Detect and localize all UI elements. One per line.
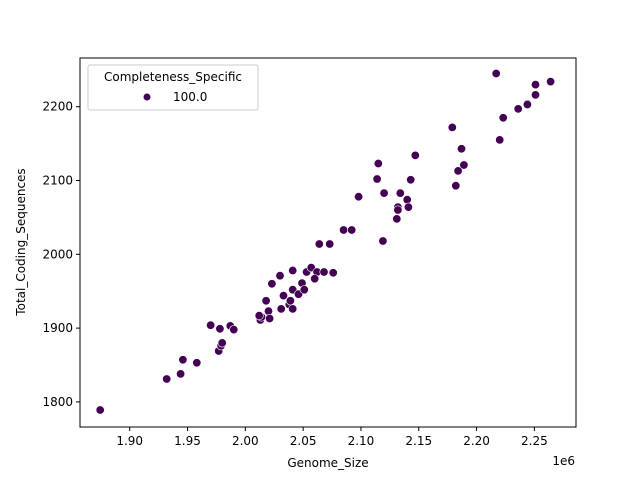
data-point: [373, 159, 383, 169]
data-point: [310, 274, 320, 284]
data-point: [372, 174, 382, 184]
data-point: [402, 195, 412, 205]
data-point: [406, 175, 416, 185]
data-point: [263, 306, 273, 316]
legend-entry-label: 100.0: [173, 90, 207, 104]
data-point: [354, 192, 364, 202]
y-axis-label: Total_Coding_Sequences: [14, 168, 28, 316]
data-point: [513, 104, 523, 114]
data-point: [339, 225, 349, 235]
x-tick-label: 1.95: [174, 434, 201, 448]
x-tick-label: 2.00: [232, 434, 259, 448]
data-point: [347, 225, 357, 235]
data-point: [254, 311, 264, 321]
data-point: [392, 214, 402, 224]
data-point: [546, 77, 556, 87]
data-point: [229, 325, 239, 335]
data-point: [403, 202, 413, 212]
data-point: [276, 304, 286, 314]
legend-title: Completeness_Specific: [104, 70, 242, 84]
data-point: [278, 291, 288, 301]
data-point: [530, 80, 540, 90]
data-point: [265, 313, 275, 323]
x-tick-label: 2.10: [348, 434, 375, 448]
x-tick-label: 2.25: [521, 434, 548, 448]
x-tick-label: 2.05: [290, 434, 317, 448]
plot-frame: [79, 57, 577, 428]
data-point: [314, 239, 324, 249]
legend-box: [87, 64, 259, 111]
data-point: [328, 268, 338, 278]
legend: Completeness_Specific 100.0: [87, 64, 259, 111]
y-tick-label: 1900: [42, 321, 73, 335]
x-tick-label: 2.20: [463, 434, 490, 448]
data-point: [319, 267, 329, 277]
data-point: [530, 90, 540, 100]
data-point: [379, 188, 389, 198]
data-point: [267, 279, 277, 289]
x-axis-ticks: 1.90 1.95 2.00 2.05 2.10 2.15 2.20 2.25: [116, 427, 548, 448]
data-point: [453, 166, 463, 176]
y-tick-label: 2200: [42, 100, 73, 114]
data-point: [378, 236, 388, 246]
y-tick-label: 2000: [42, 247, 73, 261]
data-point: [288, 304, 298, 314]
data-points: [95, 69, 556, 415]
data-point: [162, 374, 172, 384]
data-point: [447, 122, 457, 132]
data-point: [192, 358, 202, 368]
data-point: [217, 338, 227, 348]
y-axis-ticks: 1800 1900 2000 2100 2200: [42, 100, 80, 409]
data-point: [285, 296, 295, 306]
x-tick-label: 1.90: [116, 434, 143, 448]
data-point: [522, 100, 532, 110]
data-point: [451, 181, 461, 191]
data-point: [275, 271, 285, 281]
data-point: [393, 205, 403, 215]
data-point: [206, 320, 216, 330]
x-axis-label: Genome_Size: [287, 456, 368, 470]
data-point: [325, 239, 335, 249]
data-point: [498, 113, 508, 123]
legend-marker-icon: [143, 93, 151, 101]
data-point: [95, 405, 105, 415]
data-point: [459, 160, 469, 170]
data-point: [410, 150, 420, 160]
y-tick-label: 1800: [42, 395, 73, 409]
data-point: [288, 265, 298, 275]
x-tick-label: 2.15: [405, 434, 432, 448]
data-point: [495, 135, 505, 145]
data-point: [176, 369, 186, 379]
data-point: [491, 69, 501, 79]
data-point: [395, 188, 405, 198]
data-point: [261, 296, 271, 306]
data-point: [456, 144, 466, 154]
data-point: [178, 355, 188, 365]
data-point: [299, 285, 309, 295]
x-offset-label: 1e6: [552, 454, 575, 468]
data-point: [215, 324, 225, 334]
y-tick-label: 2100: [42, 174, 73, 188]
